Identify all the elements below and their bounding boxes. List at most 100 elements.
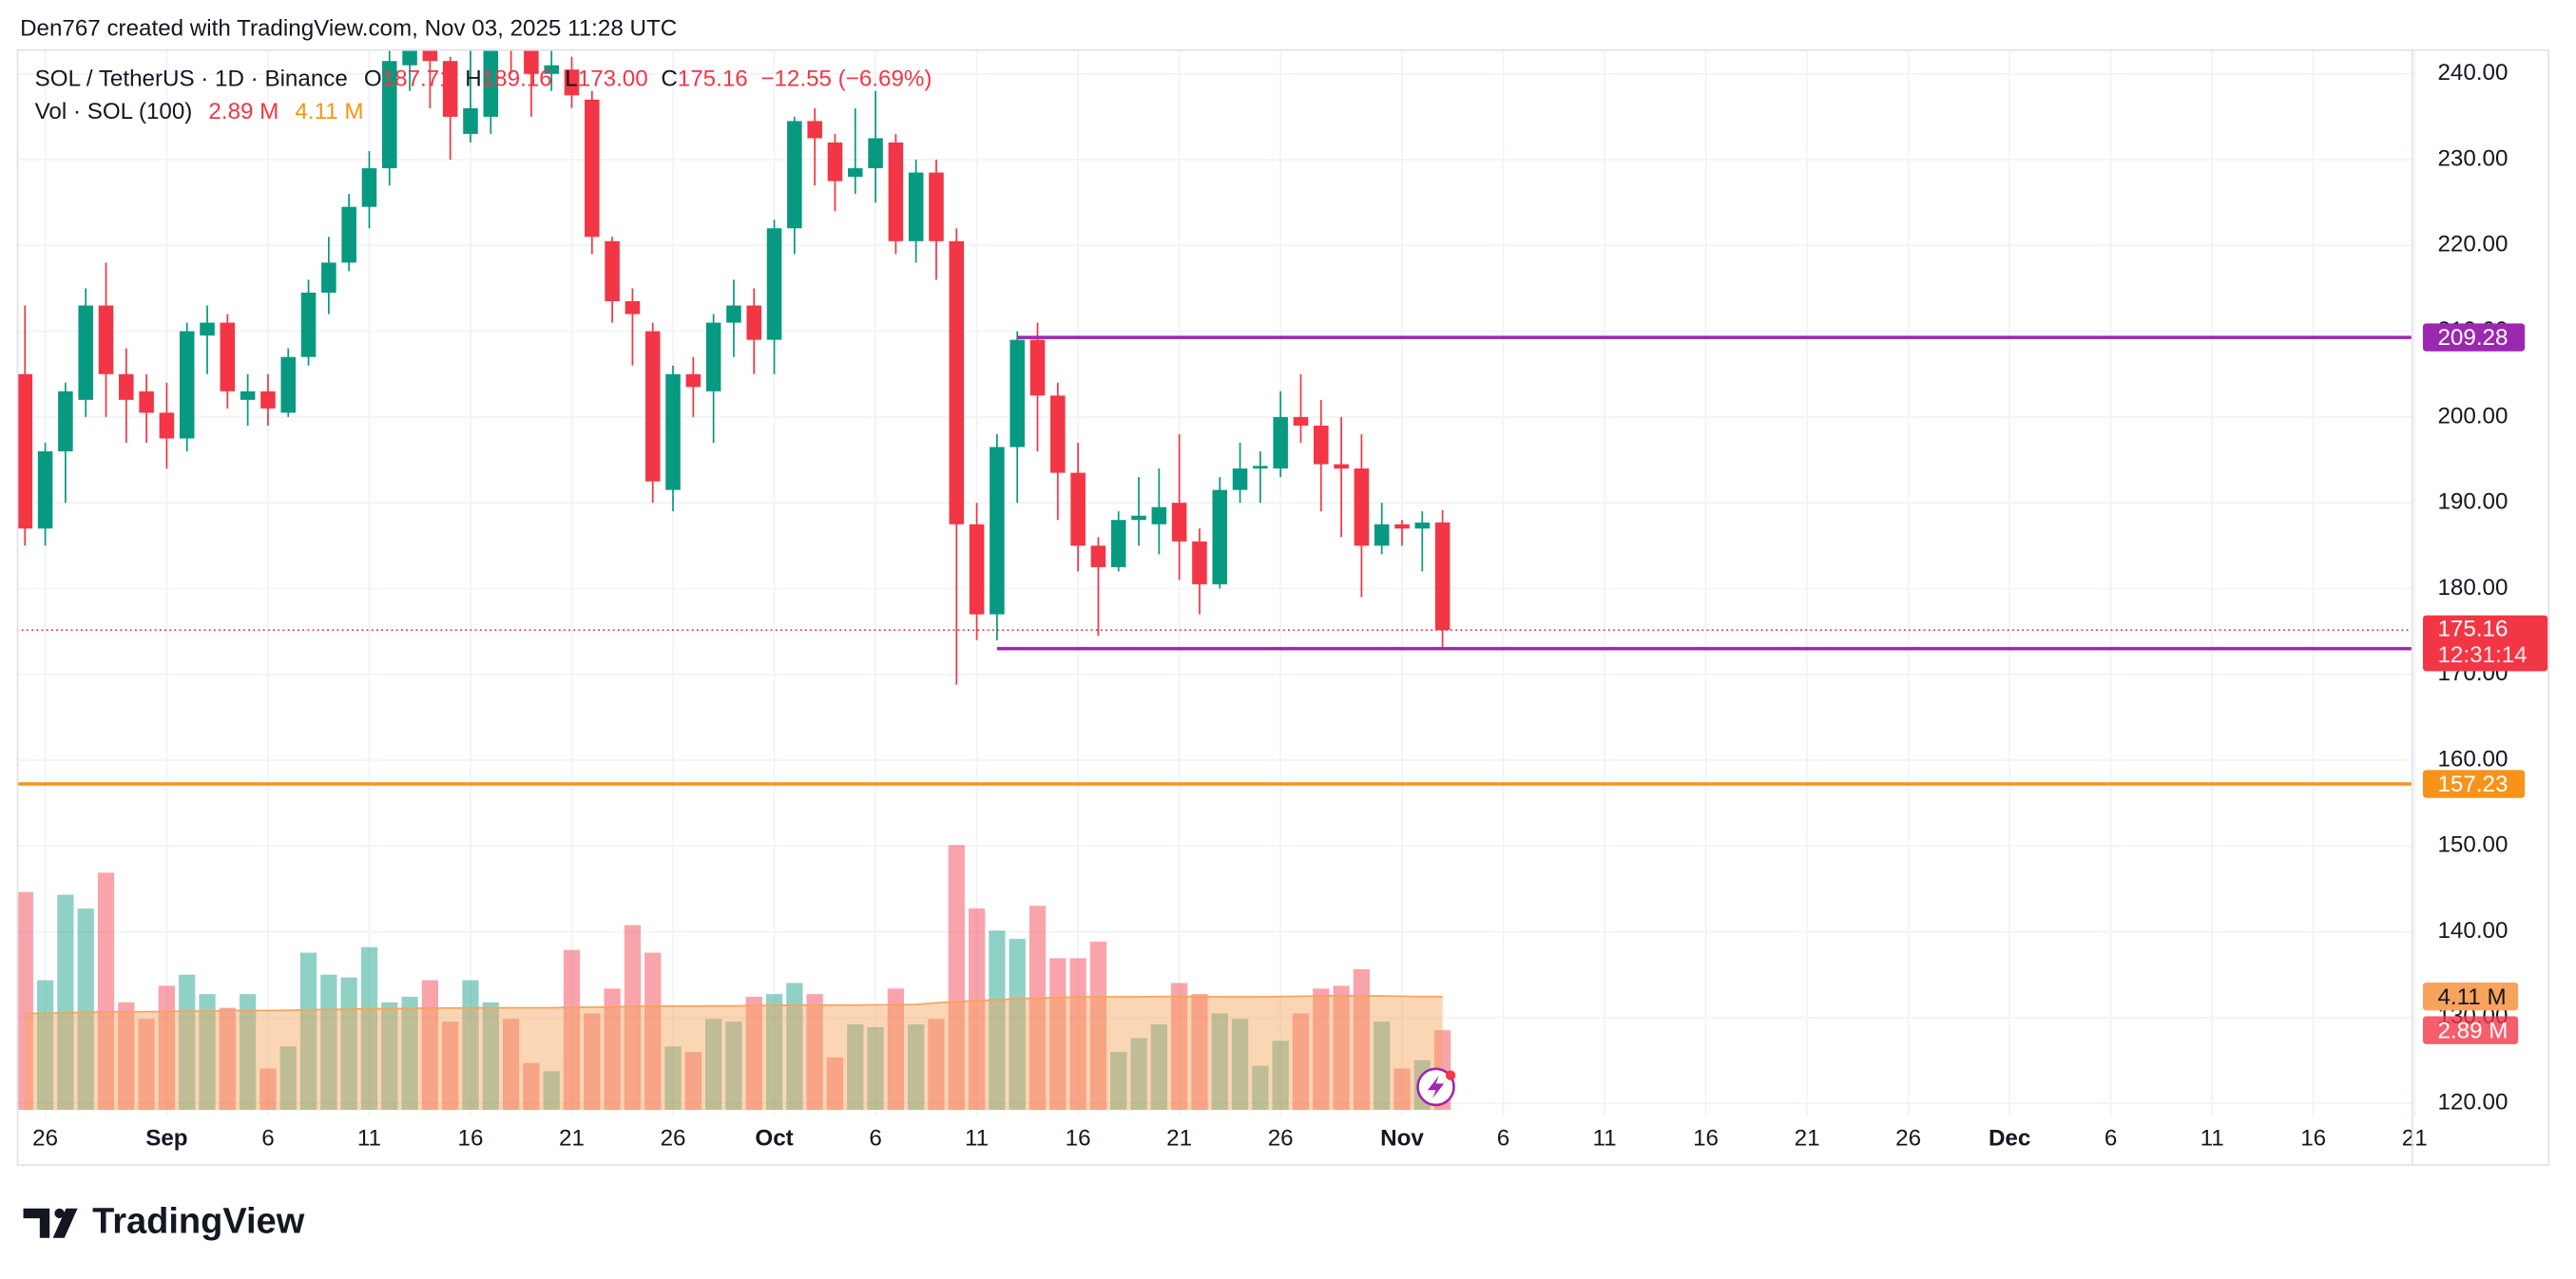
volume-bar — [786, 983, 803, 1111]
candle-body — [1110, 520, 1126, 567]
candle-body — [98, 305, 114, 374]
volume-bar — [1028, 906, 1047, 1111]
volume-bar — [1252, 1065, 1269, 1111]
candle-body — [585, 99, 600, 238]
x-tick-label: 16 — [1693, 1126, 1719, 1152]
volume-ma-badge-label: 4.11 M — [2437, 984, 2506, 1010]
volume-bar — [989, 930, 1006, 1111]
candle-body — [361, 168, 377, 207]
y-tick-label: 230.00 — [2437, 145, 2508, 171]
candle-body — [644, 331, 661, 482]
volume-bar — [725, 1021, 742, 1111]
volume-bar — [179, 974, 196, 1111]
volume-bar — [948, 845, 965, 1111]
volume-bar — [908, 1024, 925, 1111]
logo — [23, 1208, 78, 1238]
x-tick-label: 11 — [357, 1126, 381, 1152]
candle-body — [240, 391, 256, 400]
high: 189.16 — [482, 67, 552, 92]
volume-bar — [543, 1071, 560, 1111]
volume-bar — [219, 1007, 236, 1111]
x-tick-label: 16 — [458, 1126, 484, 1152]
candle-body — [807, 121, 822, 139]
candle-body — [705, 322, 721, 391]
candle-body — [119, 373, 134, 400]
candle-body — [949, 240, 965, 525]
level-badge — [2422, 323, 2526, 352]
level-badge — [2422, 770, 2526, 798]
x-tick-label: 6 — [2105, 1126, 2117, 1152]
x-tick-label: 26 — [1895, 1126, 1921, 1152]
volume-bar — [1272, 1040, 1289, 1111]
candle-body — [483, 48, 499, 117]
candle-body — [969, 524, 985, 615]
volume-bar — [745, 997, 762, 1111]
volume-ma-area — [25, 995, 1443, 1111]
candle-body — [847, 168, 863, 178]
candle-body — [1273, 416, 1288, 469]
candle-body — [1374, 524, 1390, 546]
x-tick-label: 6 — [261, 1126, 274, 1152]
candle-body — [1313, 425, 1329, 465]
candle-body — [1434, 522, 1451, 631]
candle-body — [908, 172, 924, 241]
volume-bar — [1211, 1013, 1228, 1111]
change: −12.55 (−6.69%) — [760, 67, 932, 92]
volume-bar — [158, 985, 176, 1111]
x-tick-label: 26 — [1268, 1126, 1294, 1152]
low: 173.00 — [578, 67, 648, 92]
y-tick-label: 240.00 — [2437, 60, 2508, 86]
y-tick-label: 180.00 — [2437, 575, 2508, 601]
candle-body — [726, 305, 741, 323]
x-tick-label: Dec — [1989, 1126, 2030, 1152]
frame — [16, 48, 2549, 1166]
x-tick-label: 11 — [2201, 1126, 2224, 1152]
candle-body — [1232, 468, 1248, 490]
volume-bar — [563, 949, 581, 1111]
x-tick-label: 21 — [559, 1126, 585, 1152]
candle-body — [1151, 506, 1167, 525]
candle-body — [220, 322, 236, 391]
candle-body — [37, 450, 53, 529]
volume-bar — [279, 1046, 297, 1111]
volume-bar — [887, 988, 905, 1111]
volume-bar — [664, 1046, 682, 1111]
volume-bar — [928, 1019, 945, 1111]
candle-body — [139, 391, 154, 413]
l: L — [565, 67, 577, 92]
volume-bar — [1394, 1068, 1411, 1111]
candle-body — [605, 240, 620, 301]
volume-bar — [16, 891, 33, 1111]
volume-bar — [1191, 994, 1208, 1111]
candle-body — [200, 322, 215, 336]
header: Den767 created with TradingView.com, Nov… — [20, 15, 677, 41]
c: C — [661, 67, 677, 92]
volume-bar — [1374, 1021, 1391, 1111]
x-tick-label: 11 — [1592, 1126, 1616, 1152]
volume-bar — [401, 997, 418, 1111]
volume-bar — [644, 952, 662, 1111]
candle-body — [1050, 395, 1066, 473]
countdown: 12:31:14 — [2437, 642, 2527, 668]
volume-bar — [806, 994, 823, 1111]
candle-body — [402, 48, 417, 66]
volume-bar — [1231, 1019, 1249, 1111]
volume-bar — [704, 1019, 722, 1111]
x-tick-label: 6 — [869, 1126, 881, 1152]
candle-body — [321, 262, 336, 293]
volume-bar — [381, 1002, 398, 1111]
o: O — [364, 67, 382, 92]
volume-value: 2.89 M — [208, 100, 279, 125]
volume-bar — [77, 908, 94, 1111]
level-label: 157.23 — [2437, 772, 2508, 797]
volume-bar — [118, 1002, 135, 1111]
volume-bar — [1049, 958, 1067, 1111]
volume-ma-value: 4.11 M — [295, 100, 363, 125]
volume-bar — [847, 1024, 864, 1111]
x-tick-label: 26 — [32, 1126, 58, 1152]
last-price-label: 175.16 — [2437, 617, 2508, 642]
volume-bar — [1009, 939, 1026, 1111]
level-label: 209.28 — [2437, 325, 2508, 351]
candle-body — [280, 356, 297, 413]
lightning-icon — [1416, 1067, 1456, 1107]
